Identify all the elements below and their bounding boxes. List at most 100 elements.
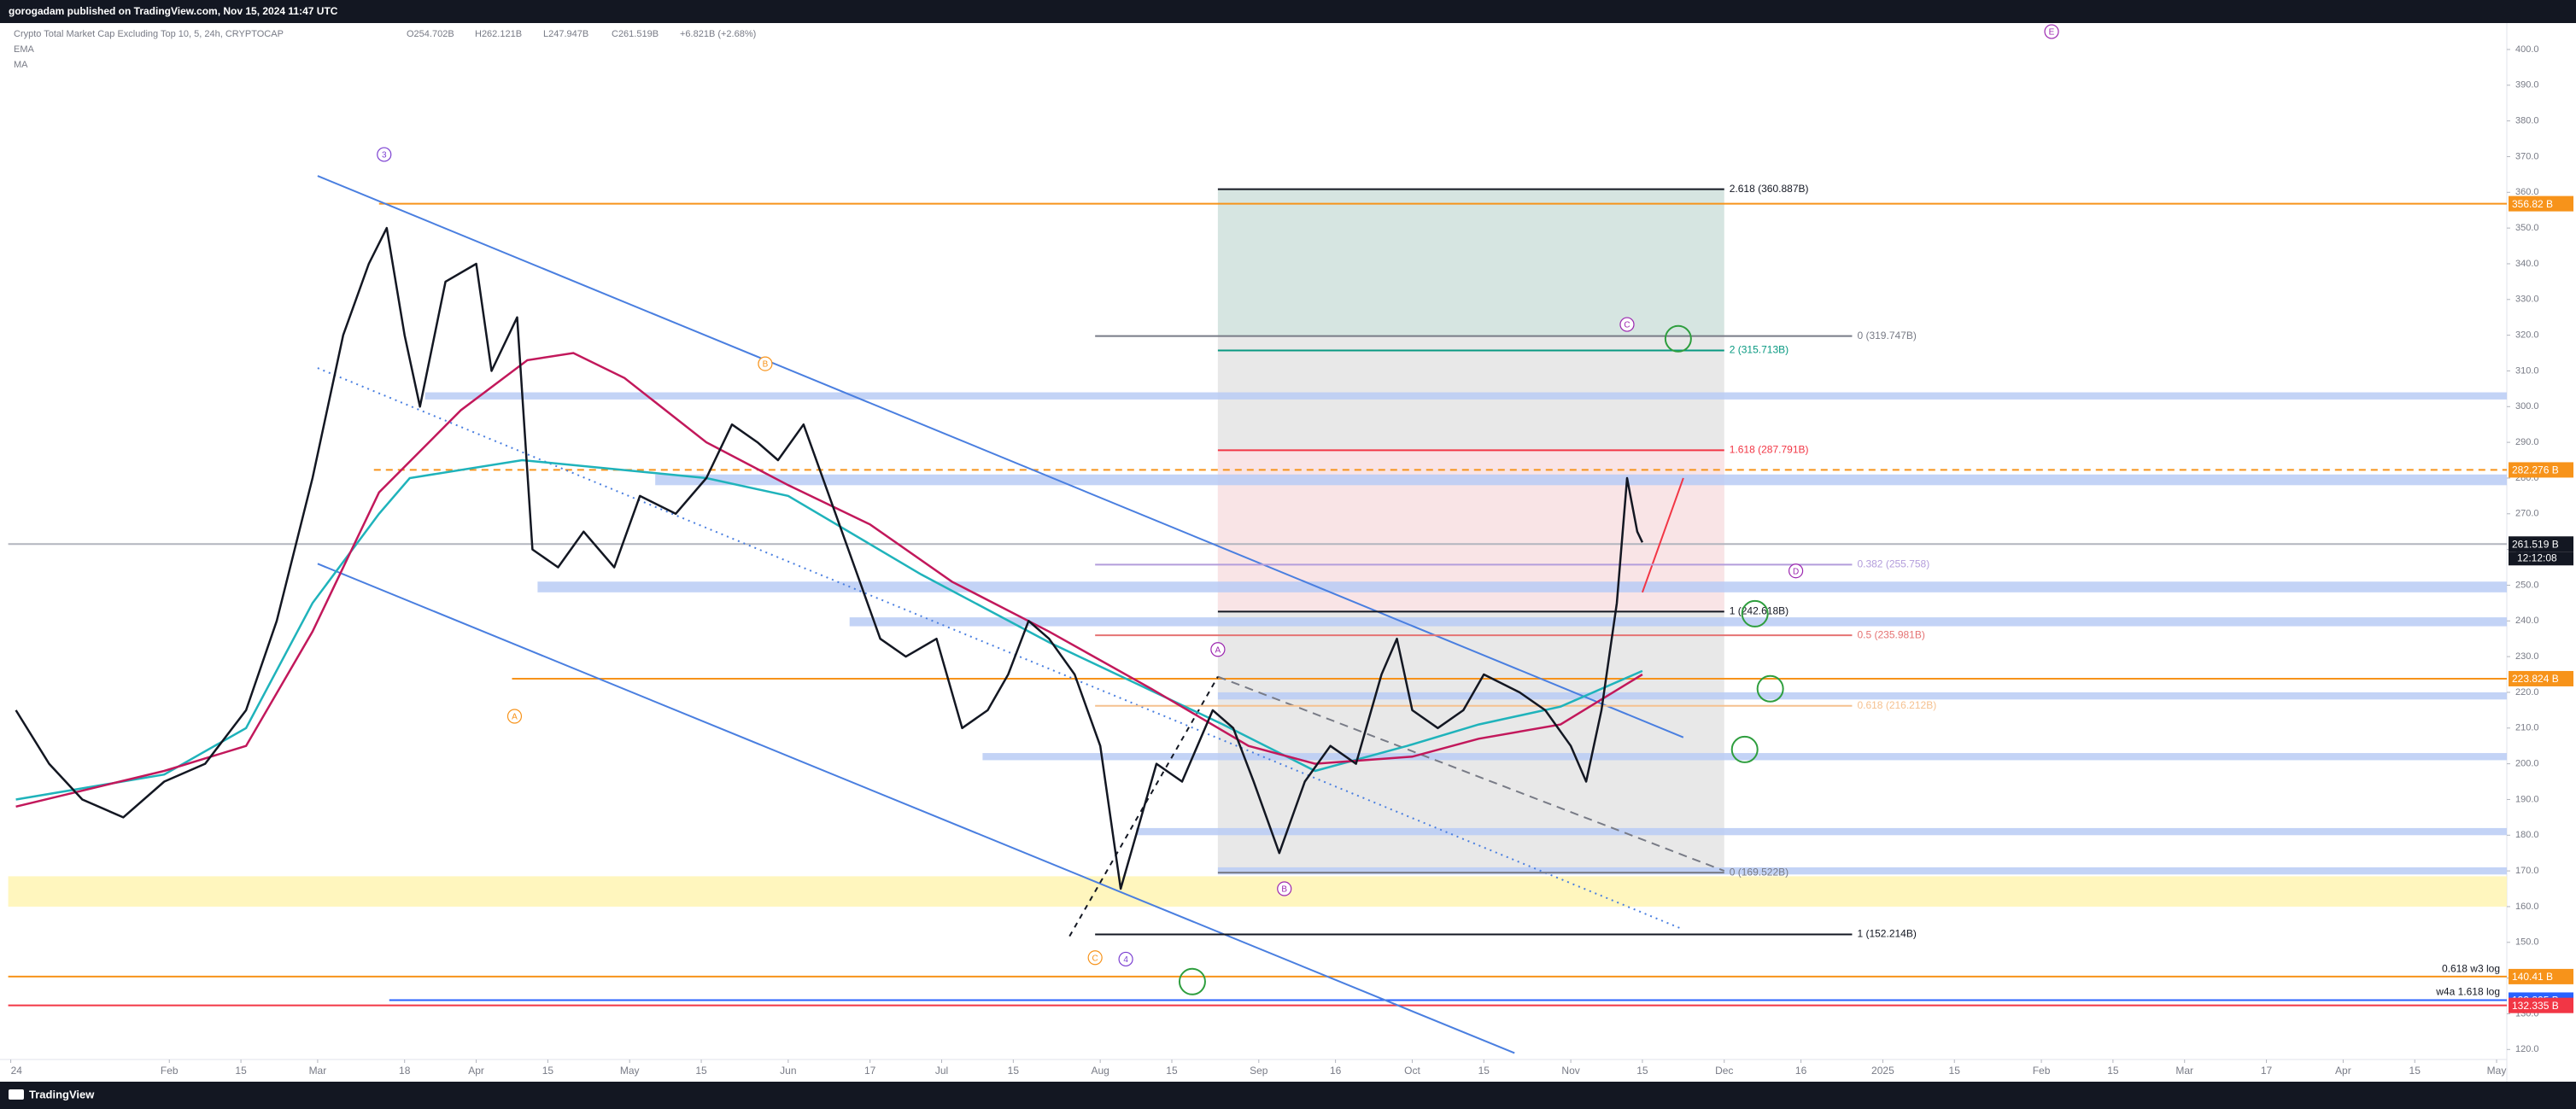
x-tick-label: Mar — [309, 1065, 327, 1077]
price-label-box — [2509, 196, 2573, 212]
wave-label: A — [1215, 645, 1221, 655]
wave-marker — [1087, 950, 1103, 966]
x-tick-label: Dec — [1715, 1065, 1733, 1077]
y-tick-label: 290.0 — [2515, 437, 2539, 447]
x-tick-label: 2025 — [1871, 1065, 1894, 1077]
fib-label: 0 (169.522B) — [1730, 866, 1789, 878]
position-box — [1217, 189, 1724, 336]
wave-marker — [1788, 563, 1804, 579]
footer-bar — [0, 1082, 2576, 1109]
price-label: 223.824 B — [2512, 673, 2559, 685]
fib-label: 2 (315.713B) — [1730, 344, 1789, 356]
x-tick-label: Mar — [2175, 1065, 2193, 1077]
wave-marker — [1277, 881, 1292, 896]
wave-label: E — [2049, 28, 2055, 38]
x-tick-label: Jun — [780, 1065, 796, 1077]
price-label-box — [2509, 462, 2573, 478]
trend-line — [1068, 676, 1219, 937]
trend-line — [317, 563, 1515, 1054]
x-tick-label: Apr — [468, 1065, 484, 1077]
note: w4a 1.618 log — [2435, 986, 2500, 998]
indicator-name: EMA — [14, 44, 35, 55]
indicator-line — [15, 458, 1643, 801]
note: 0.618 w3 log — [2442, 962, 2500, 974]
price-label: 282.276 B — [2512, 464, 2559, 476]
x-tick-label: 15 — [1008, 1065, 1020, 1077]
ohlc-value: +6.821B (+2.68%) — [680, 29, 756, 39]
fib-label: 1.618 (287.791B) — [1730, 444, 1809, 456]
ohlc-value: O254.702B — [407, 29, 454, 39]
target-circle — [1741, 599, 1769, 627]
wave-label: B — [763, 360, 769, 370]
zone — [537, 581, 2507, 592]
zone — [982, 753, 2507, 761]
wave-marker — [1118, 951, 1133, 967]
target-circle — [1756, 674, 1784, 703]
price-label-box — [2509, 968, 2573, 984]
y-tick-label: 400.0 — [2515, 44, 2539, 55]
y-tick-label: 390.0 — [2515, 80, 2539, 90]
wave-marker — [506, 709, 523, 724]
y-tick-label: 270.0 — [2515, 509, 2539, 519]
y-tick-label: 300.0 — [2515, 401, 2539, 411]
x-tick-label: 16 — [1795, 1065, 1807, 1077]
price-label-box — [2509, 536, 2573, 552]
price-label: 261.519 B — [2512, 538, 2559, 550]
x-tick-label: Oct — [1404, 1065, 1420, 1077]
y-tick-label: 170.0 — [2515, 866, 2539, 876]
ohlc-value: H262.121B — [475, 29, 522, 39]
wave-label: B — [1281, 885, 1287, 895]
zone — [424, 392, 2507, 400]
wave-label: C — [1624, 321, 1630, 330]
y-tick-label: 340.0 — [2515, 259, 2539, 269]
y-tick-label: 210.0 — [2515, 723, 2539, 733]
chart-title: Crypto Total Market Cap Excluding Top 10… — [14, 29, 284, 39]
wave-label: 4 — [1123, 955, 1128, 965]
wave-marker — [377, 147, 392, 162]
price-label: 356.82 B — [2512, 198, 2553, 210]
y-tick-label: 370.0 — [2515, 151, 2539, 161]
x-tick-label: 15 — [1949, 1065, 1961, 1077]
x-tick-label: 15 — [235, 1065, 247, 1077]
x-tick-label: 15 — [1166, 1065, 1178, 1077]
x-tick-label: 17 — [2261, 1065, 2273, 1077]
y-tick-label: 180.0 — [2515, 830, 2539, 840]
x-tick-label: May — [620, 1065, 640, 1077]
x-tick-label: Apr — [2335, 1065, 2351, 1077]
wave-marker — [1210, 642, 1226, 657]
y-tick-label: 330.0 — [2515, 295, 2539, 305]
fib-label: 0 (319.747B) — [1857, 330, 1916, 341]
zone — [1217, 692, 2507, 700]
x-tick-label: Feb — [2033, 1065, 2051, 1077]
trend-line — [317, 175, 1684, 738]
indicator-name: MA — [14, 60, 28, 70]
target-circle — [1664, 324, 1692, 353]
y-tick-label: 200.0 — [2515, 759, 2539, 769]
y-tick-label: 350.0 — [2515, 223, 2539, 233]
fib-label: 0.5 (235.981B) — [1857, 628, 1924, 640]
fib-label: 1 (242.618B) — [1730, 605, 1789, 617]
wave-label: A — [512, 713, 518, 722]
wave-marker — [758, 356, 773, 371]
x-tick-label: 16 — [1330, 1065, 1342, 1077]
y-tick-label: 120.0 — [2515, 1044, 2539, 1054]
x-tick-label: 15 — [1478, 1065, 1490, 1077]
x-tick-label: 17 — [864, 1065, 876, 1077]
zone — [655, 474, 2507, 486]
x-tick-label: 18 — [399, 1065, 411, 1077]
x-tick-label: 15 — [2107, 1065, 2119, 1077]
target-circle — [1730, 735, 1759, 763]
price-label-box — [2509, 997, 2573, 1013]
x-tick-label: Sep — [1250, 1065, 1268, 1077]
price-line — [15, 226, 1644, 890]
x-tick-label: 24 — [11, 1065, 23, 1077]
logo — [9, 1089, 24, 1100]
ohlc-value: C261.519B — [612, 29, 659, 39]
x-tick-label: Aug — [1091, 1065, 1109, 1077]
x-tick-label: 15 — [2409, 1065, 2421, 1077]
wave-label: D — [1793, 567, 1799, 576]
price-label: 132.335 B — [2512, 1000, 2559, 1012]
target-circle — [1178, 967, 1206, 995]
fib-label: 0.382 (255.758) — [1857, 558, 1929, 570]
wave-label: C — [1092, 954, 1098, 963]
